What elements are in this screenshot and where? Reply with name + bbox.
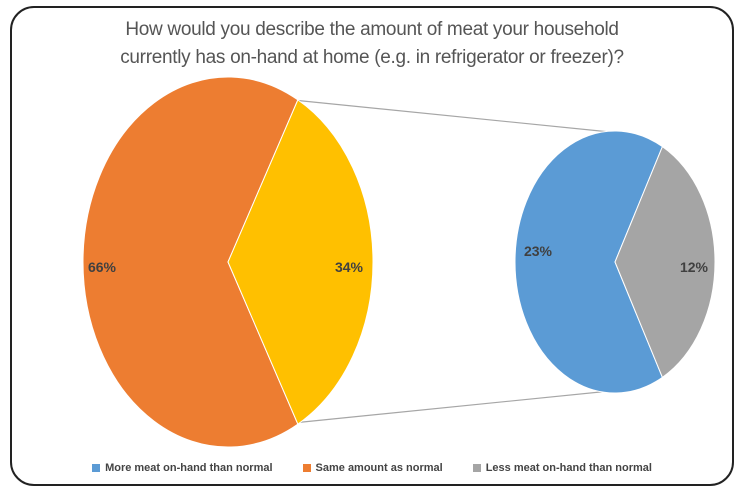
legend-item-less-meat: Less meat on-hand than normal	[472, 462, 652, 474]
connector-line-top	[292, 99, 621, 134]
legend-label-more-meat: More meat on-hand than normal	[105, 462, 273, 474]
main-slice-other	[227, 99, 374, 425]
legend-item-more-meat: More meat on-hand than normal	[92, 462, 273, 474]
main-label-34: 34%	[335, 259, 364, 275]
secondary-label-23: 23%	[524, 243, 553, 259]
legend-item-same-amount: Same amount as normal	[302, 462, 443, 474]
legend-label-less-meat: Less meat on-hand than normal	[485, 462, 652, 474]
connector-line-bottom	[292, 389, 621, 424]
main-label-66: 66%	[88, 259, 117, 275]
secondary-label-12: 12%	[680, 259, 709, 275]
legend-swatch-less-meat	[472, 464, 481, 472]
secondary-slice-more-meat	[514, 130, 664, 394]
legend-swatch-same-amount	[302, 464, 311, 472]
chart-title-line-2: currently has on-hand at home (e.g. in r…	[120, 47, 624, 68]
secondary-slice-less-meat	[614, 145, 716, 379]
main-slice-same-amount	[82, 76, 299, 448]
chart-title-line-1: How would you describe the amount of mea…	[125, 19, 619, 40]
legend: More meat on-hand than normal Same amoun…	[0, 462, 744, 474]
legend-swatch-more-meat	[92, 464, 101, 472]
legend-label-same-amount: Same amount as normal	[315, 462, 443, 474]
chart-title: How would you describe the amount of mea…	[0, 16, 744, 72]
